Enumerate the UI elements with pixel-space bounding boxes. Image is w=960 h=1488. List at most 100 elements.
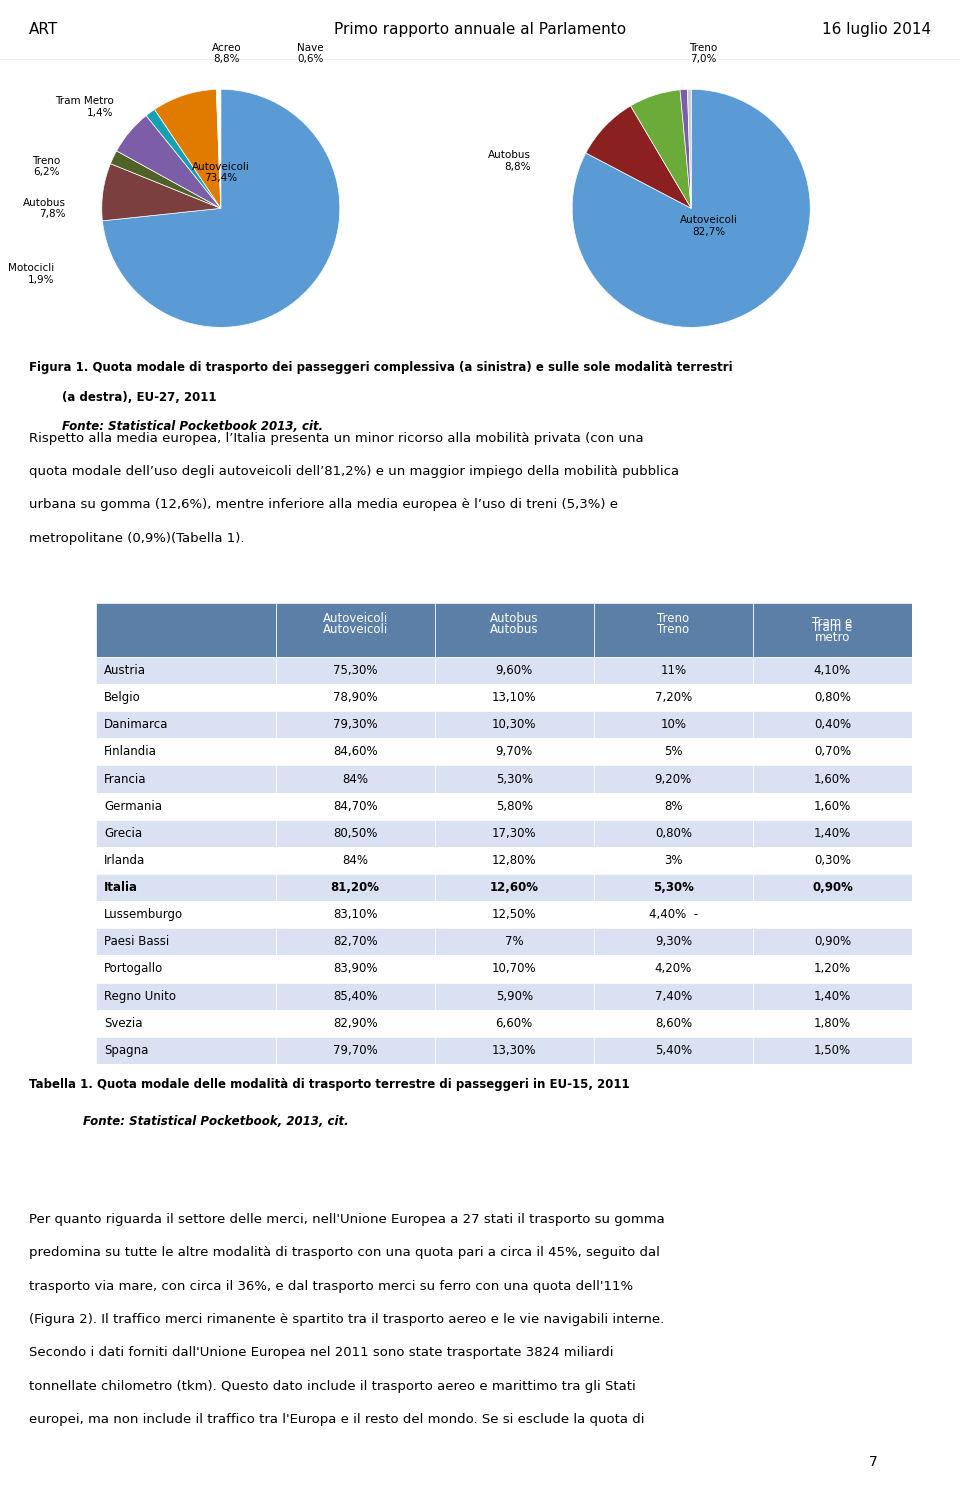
Text: 0,30%: 0,30% xyxy=(814,854,851,868)
FancyBboxPatch shape xyxy=(593,738,753,765)
Text: Figura 1. Quota modale di trasporto dei passeggeri complessiva (a sinistra) e su: Figura 1. Quota modale di trasporto dei … xyxy=(29,362,732,373)
FancyBboxPatch shape xyxy=(435,902,593,929)
FancyBboxPatch shape xyxy=(593,847,753,873)
Text: Fonte: Statistical Pocketbook 2013, cit.: Fonte: Statistical Pocketbook 2013, cit. xyxy=(29,420,323,433)
FancyBboxPatch shape xyxy=(753,1010,912,1037)
FancyBboxPatch shape xyxy=(276,873,435,902)
Wedge shape xyxy=(146,110,221,208)
FancyBboxPatch shape xyxy=(753,603,912,656)
Text: 83,90%: 83,90% xyxy=(333,963,377,976)
FancyBboxPatch shape xyxy=(435,982,593,1010)
Text: 1,40%: 1,40% xyxy=(814,990,852,1003)
FancyBboxPatch shape xyxy=(435,847,593,873)
FancyBboxPatch shape xyxy=(435,929,593,955)
Text: Autoveicoli: Autoveicoli xyxy=(323,613,388,625)
Text: Treno: Treno xyxy=(658,623,689,637)
FancyBboxPatch shape xyxy=(276,765,435,793)
Text: Germania: Germania xyxy=(104,799,162,812)
FancyBboxPatch shape xyxy=(435,820,593,847)
FancyBboxPatch shape xyxy=(276,684,435,711)
FancyBboxPatch shape xyxy=(435,711,593,738)
FancyBboxPatch shape xyxy=(593,820,753,847)
Text: 5,40%: 5,40% xyxy=(655,1045,692,1056)
Text: 0,40%: 0,40% xyxy=(814,719,851,731)
FancyBboxPatch shape xyxy=(753,793,912,820)
Text: 5,90%: 5,90% xyxy=(495,990,533,1003)
Text: Tram Metro
1,4%: Tram Metro 1,4% xyxy=(55,97,113,118)
Text: 0,90%: 0,90% xyxy=(814,936,851,948)
Text: europei, ma non include il traffico tra l'Europa e il resto del mondo. Se si esc: europei, ma non include il traffico tra … xyxy=(29,1414,644,1427)
Text: 8,60%: 8,60% xyxy=(655,1016,692,1030)
FancyBboxPatch shape xyxy=(593,1010,753,1037)
FancyBboxPatch shape xyxy=(96,1037,276,1064)
FancyBboxPatch shape xyxy=(276,793,435,820)
FancyBboxPatch shape xyxy=(593,711,753,738)
Text: 1,80%: 1,80% xyxy=(814,1016,851,1030)
FancyBboxPatch shape xyxy=(276,820,435,847)
Text: 12,60%: 12,60% xyxy=(490,881,539,894)
Text: 84%: 84% xyxy=(342,772,368,786)
Text: Treno
6,2%: Treno 6,2% xyxy=(32,156,60,177)
FancyBboxPatch shape xyxy=(593,603,753,656)
Text: 81,20%: 81,20% xyxy=(330,881,379,894)
FancyBboxPatch shape xyxy=(435,955,593,982)
Wedge shape xyxy=(680,89,691,208)
FancyBboxPatch shape xyxy=(593,1037,753,1064)
Text: Secondo i dati forniti dall'Unione Europea nel 2011 sono state trasportate 3824 : Secondo i dati forniti dall'Unione Europ… xyxy=(29,1347,613,1360)
FancyBboxPatch shape xyxy=(96,656,276,684)
Text: 84,70%: 84,70% xyxy=(333,799,377,812)
Text: 9,70%: 9,70% xyxy=(495,745,533,759)
Wedge shape xyxy=(216,89,221,208)
FancyBboxPatch shape xyxy=(753,765,912,793)
Text: 79,30%: 79,30% xyxy=(333,719,377,731)
Text: Autobus
7,8%: Autobus 7,8% xyxy=(23,198,66,219)
Text: 5,30%: 5,30% xyxy=(653,881,694,894)
Text: Svezia: Svezia xyxy=(104,1016,143,1030)
FancyBboxPatch shape xyxy=(435,603,593,656)
Text: 5%: 5% xyxy=(664,745,683,759)
Text: Acreo
8,8%: Acreo 8,8% xyxy=(212,43,242,64)
Text: Autoveicoli
73,4%: Autoveicoli 73,4% xyxy=(192,162,250,183)
FancyBboxPatch shape xyxy=(96,793,276,820)
Text: 1,60%: 1,60% xyxy=(814,772,852,786)
FancyBboxPatch shape xyxy=(96,902,276,929)
FancyBboxPatch shape xyxy=(593,765,753,793)
Text: Finlandia: Finlandia xyxy=(104,745,157,759)
Text: 82,70%: 82,70% xyxy=(333,936,377,948)
Text: Spagna: Spagna xyxy=(104,1045,149,1056)
Text: 10,30%: 10,30% xyxy=(492,719,537,731)
Text: 9,30%: 9,30% xyxy=(655,936,692,948)
FancyBboxPatch shape xyxy=(435,1010,593,1037)
FancyBboxPatch shape xyxy=(753,603,912,652)
Text: 84,60%: 84,60% xyxy=(333,745,377,759)
FancyBboxPatch shape xyxy=(435,738,593,765)
Wedge shape xyxy=(102,164,221,220)
FancyBboxPatch shape xyxy=(435,1037,593,1064)
Text: tonnellate chilometro (tkm). Questo dato include il trasporto aereo e marittimo : tonnellate chilometro (tkm). Questo dato… xyxy=(29,1379,636,1393)
Text: 9,60%: 9,60% xyxy=(495,664,533,677)
Text: 4,20%: 4,20% xyxy=(655,963,692,976)
Text: Irlanda: Irlanda xyxy=(104,854,145,868)
Text: 11%: 11% xyxy=(660,664,686,677)
FancyBboxPatch shape xyxy=(435,765,593,793)
FancyBboxPatch shape xyxy=(753,684,912,711)
Text: 4,10%: 4,10% xyxy=(814,664,852,677)
Text: 7,40%: 7,40% xyxy=(655,990,692,1003)
FancyBboxPatch shape xyxy=(96,847,276,873)
FancyBboxPatch shape xyxy=(96,684,276,711)
Text: ART: ART xyxy=(29,22,58,37)
Text: Autoveicoli: Autoveicoli xyxy=(323,623,388,637)
Text: trasporto via mare, con circa il 36%, e dal trasporto merci su ferro con una quo: trasporto via mare, con circa il 36%, e … xyxy=(29,1280,633,1293)
Text: Grecia: Grecia xyxy=(104,827,142,839)
FancyBboxPatch shape xyxy=(753,738,912,765)
FancyBboxPatch shape xyxy=(753,656,912,684)
Text: 1,50%: 1,50% xyxy=(814,1045,851,1056)
Text: 3%: 3% xyxy=(664,854,683,868)
Text: 78,90%: 78,90% xyxy=(333,690,377,704)
Text: 7%: 7% xyxy=(505,936,523,948)
Text: Tram e
metro: Tram e metro xyxy=(812,616,852,644)
FancyBboxPatch shape xyxy=(435,603,593,635)
FancyBboxPatch shape xyxy=(96,955,276,982)
Wedge shape xyxy=(687,89,691,208)
Text: 1,20%: 1,20% xyxy=(814,963,852,976)
